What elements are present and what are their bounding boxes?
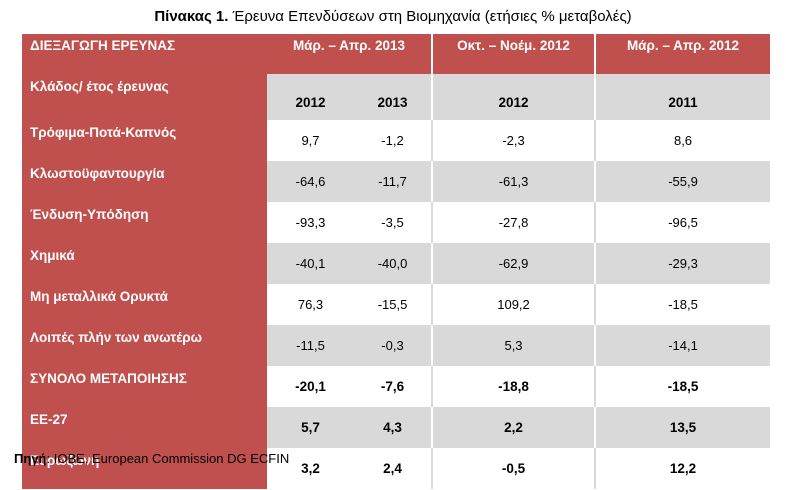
- investment-survey-table: ΔΙΕΞΑΓΩΓΗ ΕΡΕΥΝΑΣ Μάρ. – Απρ. 2013 Οκτ. …: [22, 34, 771, 489]
- value-cell: 2,4: [354, 448, 433, 489]
- value-cell: -11,7: [354, 161, 433, 202]
- table-row: Χημικά -40,1 -40,0 -62,9 -29,3: [22, 243, 771, 284]
- value-cell: -40,0: [354, 243, 433, 284]
- year-cell: 2012: [267, 74, 354, 120]
- value-cell: 13,5: [594, 407, 771, 448]
- period-header-3: Μάρ. – Απρ. 2012: [594, 34, 771, 74]
- value-cell: -62,9: [431, 243, 596, 284]
- value-cell: 5,3: [431, 325, 596, 366]
- table-row: Λοιπές πλήν των ανωτέρω -11,5 -0,3 5,3 -…: [22, 325, 771, 366]
- value-cell: -14,1: [594, 325, 771, 366]
- value-cell: -29,3: [594, 243, 771, 284]
- value-cell: -64,6: [267, 161, 354, 202]
- year-cell: 2012: [431, 74, 596, 120]
- period-header-1: Μάρ. – Απρ. 2013: [267, 34, 433, 74]
- row-label: Ένδυση-Υπόδηση: [22, 202, 267, 243]
- value-cell: 3,2: [267, 448, 354, 489]
- value-cell: -20,1: [267, 366, 354, 407]
- value-cell: -3,5: [354, 202, 433, 243]
- year-row: Κλάδος/ έτος έρευνας 2012 2013 2012 2011: [22, 74, 771, 120]
- value-cell: 8,6: [594, 120, 771, 161]
- value-cell: 109,2: [431, 284, 596, 325]
- source-label: Πηγή: [14, 451, 47, 466]
- value-cell: 9,7: [267, 120, 354, 161]
- value-cell: -18,8: [431, 366, 596, 407]
- row-label: Τρόφιμα-Ποτά-Καπνός: [22, 120, 267, 161]
- table-caption: Έρευνα Επενδύσεων στη Βιομηχανία (ετήσιε…: [228, 8, 632, 25]
- value-cell: -7,6: [354, 366, 433, 407]
- table-row-eurozone: Ευρωζώνη 3,2 2,4 -0,5 12,2: [22, 448, 771, 489]
- year-cell: 2013: [354, 74, 433, 120]
- value-cell: -40,1: [267, 243, 354, 284]
- value-cell: -0,3: [354, 325, 433, 366]
- table-number: Πίνακας 1.: [154, 8, 229, 25]
- value-cell: 2,2: [431, 407, 596, 448]
- value-cell: -18,5: [594, 366, 771, 407]
- table-title: Πίνακας 1. Έρευνα Επενδύσεων στη Βιομηχα…: [0, 8, 786, 26]
- value-cell: 12,2: [594, 448, 771, 489]
- row-label: Κλωστοϋφαντουργία: [22, 161, 267, 202]
- corner-header: ΔΙΕΞΑΓΩΓΗ ΕΡΕΥΝΑΣ: [22, 34, 267, 74]
- table-row: Ένδυση-Υπόδηση -93,3 -3,5 -27,8 -96,5: [22, 202, 771, 243]
- value-cell: -27,8: [431, 202, 596, 243]
- value-cell: -55,9: [594, 161, 771, 202]
- row-label: Χημικά: [22, 243, 267, 284]
- row-label: Ευρωζώνη: [22, 448, 267, 489]
- header-row: ΔΙΕΞΑΓΩΓΗ ΕΡΕΥΝΑΣ Μάρ. – Απρ. 2013 Οκτ. …: [22, 34, 771, 74]
- table-row: Κλωστοϋφαντουργία -64,6 -11,7 -61,3 -55,…: [22, 161, 771, 202]
- value-cell: -15,5: [354, 284, 433, 325]
- source-text: : IOBE, European Commission DG ECFIN: [46, 451, 290, 466]
- value-cell: -1,2: [354, 120, 433, 161]
- value-cell: -93,3: [267, 202, 354, 243]
- value-cell: 4,3: [354, 407, 433, 448]
- table-row-eu27: ΕΕ-27 5,7 4,3 2,2 13,5: [22, 407, 771, 448]
- year-row-label: Κλάδος/ έτος έρευνας: [22, 74, 267, 120]
- year-cell: 2011: [594, 74, 771, 120]
- table-row: Τρόφιμα-Ποτά-Καπνός 9,7 -1,2 -2,3 8,6: [22, 120, 771, 161]
- row-label: ΕΕ-27: [22, 407, 267, 448]
- period-header-2: Οκτ. – Νοέμ. 2012: [431, 34, 596, 74]
- value-cell: -11,5: [267, 325, 354, 366]
- value-cell: -2,3: [431, 120, 596, 161]
- source-note: Πηγή: IOBE, European Commission DG ECFIN: [14, 451, 289, 467]
- value-cell: -96,5: [594, 202, 771, 243]
- row-label: Λοιπές πλήν των ανωτέρω: [22, 325, 267, 366]
- value-cell: -18,5: [594, 284, 771, 325]
- row-label: Μη μεταλλικά Ορυκτά: [22, 284, 267, 325]
- table-row: Μη μεταλλικά Ορυκτά 76,3 -15,5 109,2 -18…: [22, 284, 771, 325]
- table-row-total: ΣΥΝΟΛΟ ΜΕΤΑΠΟΙΗΣΗΣ -20,1 -7,6 -18,8 -18,…: [22, 366, 771, 407]
- row-label: ΣΥΝΟΛΟ ΜΕΤΑΠΟΙΗΣΗΣ: [22, 366, 267, 407]
- value-cell: 5,7: [267, 407, 354, 448]
- value-cell: -0,5: [431, 448, 596, 489]
- value-cell: 76,3: [267, 284, 354, 325]
- value-cell: -61,3: [431, 161, 596, 202]
